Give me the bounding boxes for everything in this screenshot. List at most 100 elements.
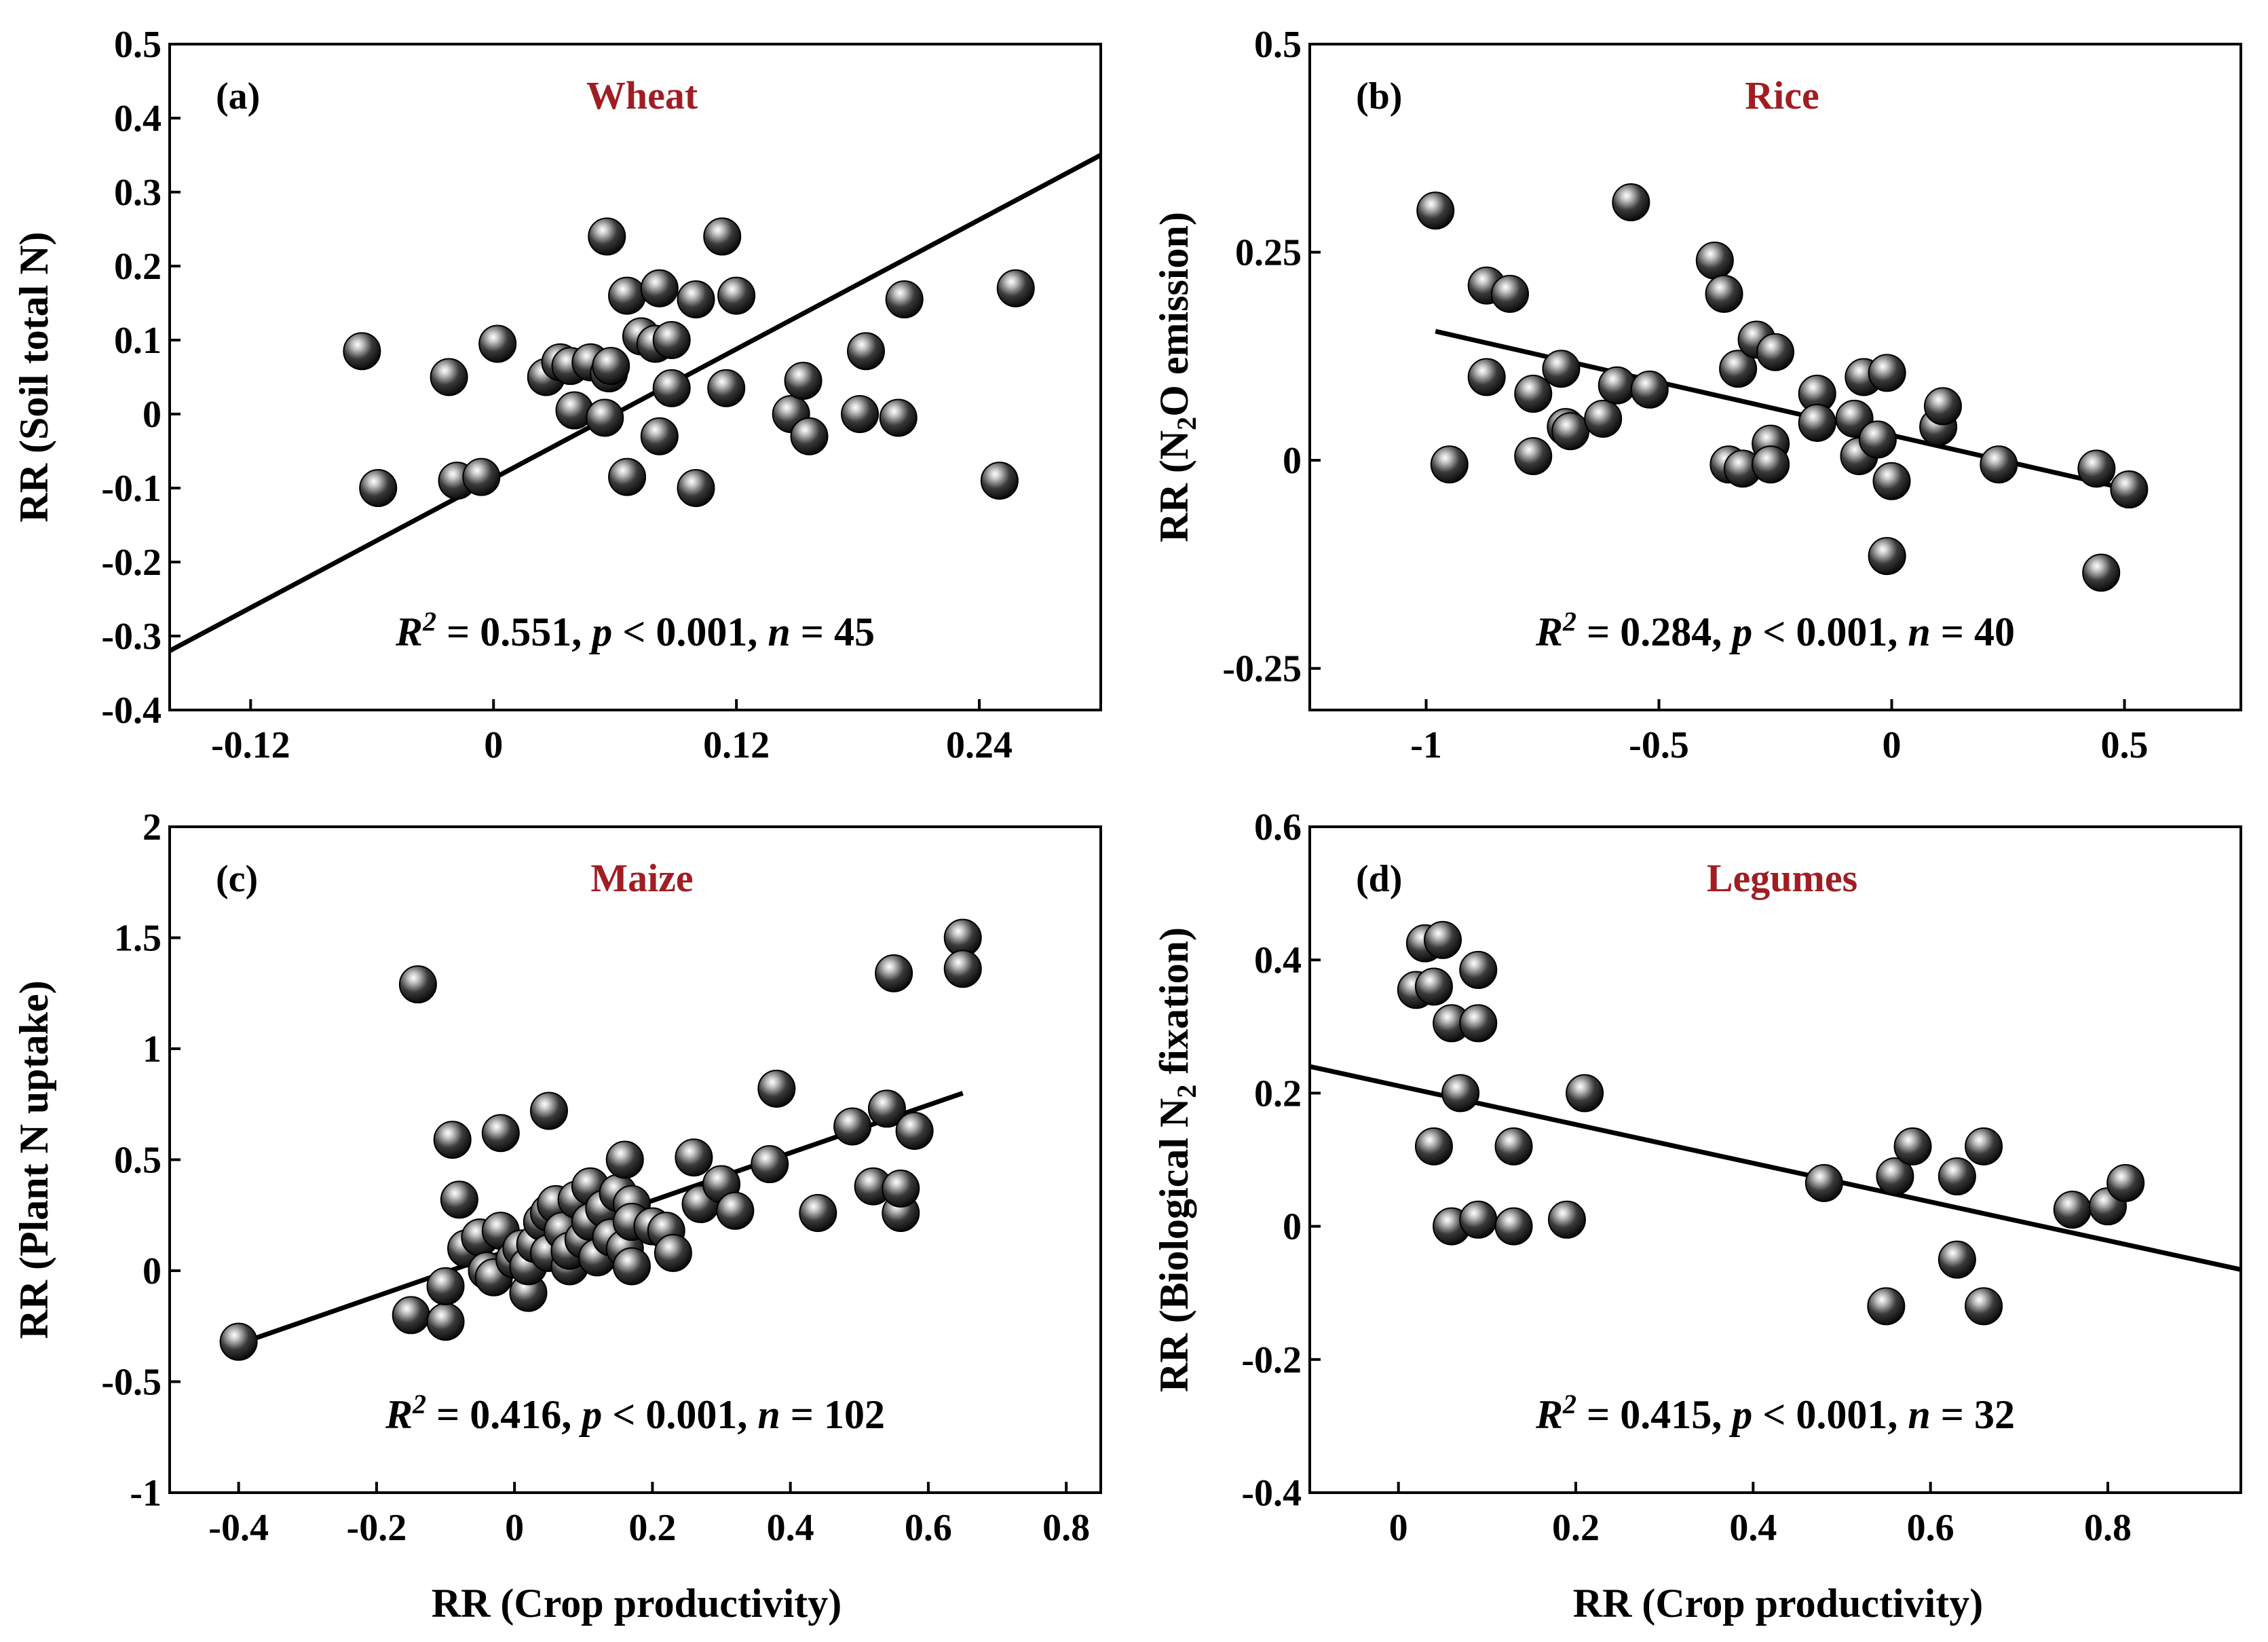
x-axis-title: RR (Crop productivity) xyxy=(1573,1581,1983,1626)
regression-stats: R2 = 0.284, p < 0.001, n = 40 xyxy=(1535,606,2015,654)
panel-label: (c) xyxy=(216,858,258,900)
x-tick-label: -0.5 xyxy=(1629,724,1689,766)
panel-title: Wheat xyxy=(586,73,698,117)
x-tick-label: 0.24 xyxy=(946,724,1013,766)
data-point xyxy=(2082,553,2121,592)
data-point xyxy=(1705,274,1743,313)
regression-line xyxy=(170,153,1101,653)
data-point xyxy=(1695,241,1734,280)
data-point xyxy=(433,1121,472,1159)
y-tick-label: 0.3 xyxy=(114,172,162,214)
data-point xyxy=(1965,1127,2003,1165)
data-point xyxy=(1490,274,1529,313)
data-point xyxy=(1630,370,1669,409)
x-tick-label: 0.2 xyxy=(628,1507,676,1549)
plot-frame xyxy=(1308,43,2242,711)
plot-frame xyxy=(1308,825,2242,1494)
data-point xyxy=(359,469,398,507)
data-point xyxy=(2110,470,2149,509)
data-point xyxy=(875,954,913,992)
y-tick-label: 0 xyxy=(143,1250,162,1292)
data-point xyxy=(895,1111,934,1150)
y-axis-title: RR (N2O emission) xyxy=(1152,212,1202,542)
y-tick-label: -0.25 xyxy=(1222,648,1302,690)
data-point xyxy=(1467,358,1506,396)
data-point xyxy=(652,369,691,407)
y-tick-label: -0.1 xyxy=(101,468,162,510)
data-point xyxy=(1798,403,1836,442)
x-tick-label: 0 xyxy=(1389,1507,1408,1549)
regression-stats: R2 = 0.416, p < 0.001, n = 102 xyxy=(385,1389,885,1437)
plot-frame xyxy=(168,43,1102,711)
regression-stats: R2 = 0.415, p < 0.001, n = 32 xyxy=(1535,1389,2015,1437)
data-point xyxy=(481,1114,520,1153)
data-point xyxy=(980,462,1019,500)
data-point xyxy=(1584,399,1623,438)
x-tick-label: 0.4 xyxy=(1729,1507,1777,1549)
data-point xyxy=(219,1322,258,1361)
data-point xyxy=(675,1138,713,1177)
data-point xyxy=(640,269,679,307)
data-point xyxy=(1430,445,1469,484)
y-tick-label: -0.4 xyxy=(1241,1472,1302,1514)
data-point xyxy=(652,321,691,359)
data-point xyxy=(867,1089,906,1128)
data-point xyxy=(677,469,715,507)
data-point xyxy=(1494,1207,1533,1246)
y-tick-label: 2 xyxy=(143,806,162,848)
data-point xyxy=(640,417,679,455)
data-point xyxy=(1719,350,1758,388)
data-point xyxy=(2053,1191,2092,1229)
data-point xyxy=(392,1296,430,1335)
y-tick-label: 0.2 xyxy=(1254,1072,1302,1115)
data-point xyxy=(586,398,624,437)
data-point xyxy=(841,395,880,433)
data-point xyxy=(426,1303,465,1341)
x-tick-label: 0.5 xyxy=(2101,724,2149,766)
y-tick-label: 0.5 xyxy=(1254,24,1302,66)
y-axis-title: RR (Soil total N) xyxy=(12,231,56,522)
data-point xyxy=(608,458,647,496)
data-point xyxy=(784,361,823,400)
data-point xyxy=(717,276,756,315)
x-axis-title: RR (Crop productivity) xyxy=(432,1581,842,1626)
data-point xyxy=(882,1170,920,1208)
data-point xyxy=(677,280,715,319)
data-point xyxy=(1868,537,1906,576)
y-tick-label: 0 xyxy=(1283,1206,1302,1248)
data-point xyxy=(1893,1127,1932,1165)
data-point xyxy=(529,1091,568,1130)
x-tick-label: 0.8 xyxy=(1042,1507,1090,1549)
data-point xyxy=(703,217,742,256)
data-point xyxy=(996,269,1035,307)
data-point xyxy=(1414,967,1453,1006)
x-tick-label: -0.12 xyxy=(211,724,290,766)
y-tick-label: -0.4 xyxy=(101,690,162,732)
y-axis-title: RR (Plant N uptake) xyxy=(12,980,56,1339)
data-point xyxy=(1923,387,1962,426)
panel-label: (d) xyxy=(1356,858,1402,900)
data-point xyxy=(1868,354,1906,392)
x-tick-label: 0.8 xyxy=(2084,1507,2132,1549)
chart-panel-2: -1 -0.5 0 0.5 -0.25 0 0.25 0.5 RR (N2O emission)… xyxy=(1152,24,2242,766)
y-tick-label: 0 xyxy=(1283,440,1302,482)
data-point xyxy=(1756,333,1794,371)
data-point xyxy=(1965,1287,2003,1326)
x-tick-label: 0.2 xyxy=(1552,1507,1600,1549)
regression-stats: R2 = 0.551, p < 0.001, n = 45 xyxy=(395,606,875,654)
y-tick-label: 0.25 xyxy=(1235,232,1302,274)
y-tick-label: 0.5 xyxy=(114,24,162,66)
data-point xyxy=(885,280,924,319)
data-point xyxy=(1612,183,1650,221)
x-tick-label: 0.6 xyxy=(905,1507,952,1549)
y-tick-label: 0.6 xyxy=(1254,806,1302,848)
data-point xyxy=(847,332,886,371)
x-tick-label: 0.6 xyxy=(1907,1507,1954,1549)
data-point xyxy=(1551,412,1590,451)
data-point xyxy=(1752,445,1790,484)
data-point xyxy=(343,332,381,371)
data-point xyxy=(751,1145,789,1184)
data-point xyxy=(426,1267,465,1305)
y-tick-label: 1 xyxy=(143,1028,162,1070)
